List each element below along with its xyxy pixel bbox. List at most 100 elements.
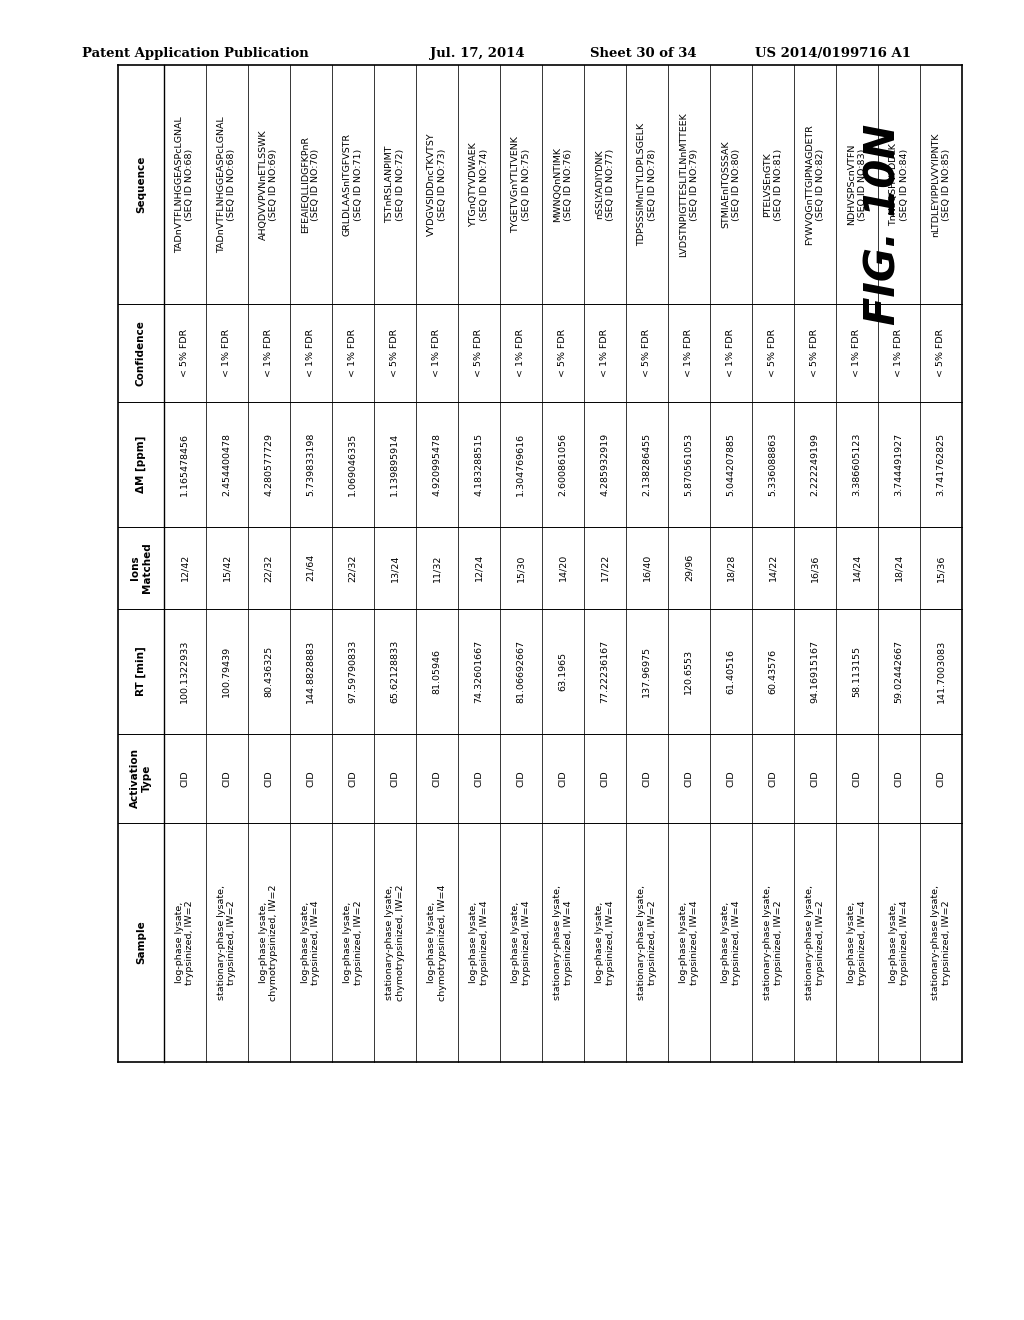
Text: 15/30: 15/30 <box>516 554 525 582</box>
Text: log-phase lysate,
trypsinized, IW=2: log-phase lysate, trypsinized, IW=2 <box>343 900 362 985</box>
Text: YTGnQTYVDWAEK
(SEQ ID NO:74): YTGnQTYVDWAEK (SEQ ID NO:74) <box>469 143 488 227</box>
Text: log-phase lysate,
trypsinized, IW=4: log-phase lysate, trypsinized, IW=4 <box>469 900 488 985</box>
Text: < 1% FDR: < 1% FDR <box>852 329 861 378</box>
Text: 14/22: 14/22 <box>768 554 777 582</box>
Text: 4.285932919: 4.285932919 <box>600 433 609 496</box>
Text: 120.6553: 120.6553 <box>684 648 693 694</box>
Text: 3.744491927: 3.744491927 <box>894 433 903 496</box>
Text: GRLDLAASnITGFVSTR
(SEQ ID NO:71): GRLDLAASnITGFVSTR (SEQ ID NO:71) <box>343 133 362 236</box>
Text: PTELVSEnGTK
(SEQ ID NO:81): PTELVSEnGTK (SEQ ID NO:81) <box>763 148 782 220</box>
Text: 3.386605123: 3.386605123 <box>852 433 861 496</box>
Text: CID: CID <box>306 770 315 787</box>
Text: 5.739833198: 5.739833198 <box>306 433 315 496</box>
Text: 58.113155: 58.113155 <box>852 645 861 697</box>
Text: 2.222249199: 2.222249199 <box>810 433 819 496</box>
Text: CID: CID <box>264 770 273 787</box>
Text: Confidence: Confidence <box>136 321 145 385</box>
Text: < 1% FDR: < 1% FDR <box>684 329 693 378</box>
Text: CID: CID <box>768 770 777 787</box>
Text: < 5% FDR: < 5% FDR <box>768 329 777 378</box>
Text: < 5% FDR: < 5% FDR <box>180 329 189 378</box>
Text: log-phase lysate,
trypsinized, IW=4: log-phase lysate, trypsinized, IW=4 <box>301 900 321 985</box>
Text: Patent Application Publication: Patent Application Publication <box>82 46 309 59</box>
Text: 100.79439: 100.79439 <box>222 645 231 697</box>
Text: CID: CID <box>474 770 483 787</box>
Text: 81.06692667: 81.06692667 <box>516 640 525 702</box>
Text: 12/24: 12/24 <box>474 554 483 582</box>
Text: Activation
Type: Activation Type <box>130 748 152 808</box>
Text: CID: CID <box>348 770 357 787</box>
Text: log-phase lysate,
trypsinized, IW=4: log-phase lysate, trypsinized, IW=4 <box>511 900 530 985</box>
Text: NDHVSPScnVTFN
(SEQ ID NO:83): NDHVSPScnVTFN (SEQ ID NO:83) <box>847 144 866 226</box>
Text: CID: CID <box>894 770 903 787</box>
Text: 11/32: 11/32 <box>432 554 441 582</box>
Text: stationary-phase lysate,
trypsinized, IW=2: stationary-phase lysate, trypsinized, IW… <box>931 884 951 1001</box>
Text: 18/24: 18/24 <box>894 554 903 582</box>
Text: AHQDVVPVNnETLSSWK
(SEQ ID NO:69): AHQDVVPVNnETLSSWK (SEQ ID NO:69) <box>259 129 279 240</box>
Text: nLTDLEYIPPLVVYIPNTK
(SEQ ID NO:85): nLTDLEYIPPLVVYIPNTK (SEQ ID NO:85) <box>931 132 951 236</box>
Text: 15/36: 15/36 <box>937 554 945 582</box>
Text: 22/32: 22/32 <box>264 554 273 582</box>
Text: US 2014/0199716 A1: US 2014/0199716 A1 <box>755 46 911 59</box>
Text: 74.32601667: 74.32601667 <box>474 640 483 702</box>
Text: TADnVTFLNHGGEASPcLGNAL
(SEQ ID NO:68): TADnVTFLNHGGEASPcLGNAL (SEQ ID NO:68) <box>175 116 195 253</box>
Text: < 1% FDR: < 1% FDR <box>726 329 735 378</box>
Text: log-phase lysate,
chymotrypsinized, IW=4: log-phase lysate, chymotrypsinized, IW=4 <box>427 884 446 1001</box>
Text: FYWVQGnTTGIPNAGDETR
(SEQ ID NO:82): FYWVQGnTTGIPNAGDETR (SEQ ID NO:82) <box>805 124 824 246</box>
Text: stationary-phase lysate,
trypsinized, IW=2: stationary-phase lysate, trypsinized, IW… <box>763 884 782 1001</box>
Text: 22/32: 22/32 <box>348 554 357 582</box>
Text: 17/22: 17/22 <box>600 554 609 582</box>
Text: 137.96975: 137.96975 <box>642 645 651 697</box>
Text: Ions
Matched: Ions Matched <box>130 543 152 593</box>
Text: 2.138286455: 2.138286455 <box>642 433 651 496</box>
Text: 5.336088863: 5.336088863 <box>768 433 777 496</box>
Text: 1.069046335: 1.069046335 <box>348 433 357 496</box>
Text: CID: CID <box>558 770 567 787</box>
Text: 21/64: 21/64 <box>306 554 315 582</box>
Text: Sheet 30 of 34: Sheet 30 of 34 <box>590 46 696 59</box>
Text: 1.139895914: 1.139895914 <box>390 433 399 496</box>
Text: 4.183288515: 4.183288515 <box>474 433 483 496</box>
Text: RT [min]: RT [min] <box>135 647 145 696</box>
Text: < 1% FDR: < 1% FDR <box>222 329 231 378</box>
Text: CID: CID <box>642 770 651 787</box>
Text: 3.741762825: 3.741762825 <box>937 433 945 496</box>
Text: 5.044207885: 5.044207885 <box>726 433 735 496</box>
Text: LVDSTNPIGTTESLITLNnMTTEEK
(SEQ ID NO:79): LVDSTNPIGTTESLITLNnMTTEEK (SEQ ID NO:79) <box>679 112 698 257</box>
Text: < 1% FDR: < 1% FDR <box>306 329 315 378</box>
Text: < 5% FDR: < 5% FDR <box>558 329 567 378</box>
Text: 77.22236167: 77.22236167 <box>600 640 609 702</box>
Text: < 1% FDR: < 1% FDR <box>432 329 441 378</box>
Text: 29/96: 29/96 <box>684 554 693 582</box>
Text: Sample: Sample <box>136 920 145 965</box>
Text: stationary-phase lysate,
trypsinized, IW=2: stationary-phase lysate, trypsinized, IW… <box>637 884 656 1001</box>
Text: < 1% FDR: < 1% FDR <box>264 329 273 378</box>
Text: 1.304769616: 1.304769616 <box>516 433 525 496</box>
Text: 1.165478456: 1.165478456 <box>180 433 189 496</box>
Text: TDPSSSIMnLTYLDPLSGELK
(SEQ ID NO:78): TDPSSSIMnLTYLDPLSGELK (SEQ ID NO:78) <box>637 123 656 246</box>
Text: 2.600861056: 2.600861056 <box>558 433 567 496</box>
Text: 80.436325: 80.436325 <box>264 645 273 697</box>
Text: 141.7003083: 141.7003083 <box>937 639 945 702</box>
Text: log-phase lysate,
trypsinized, IW=2: log-phase lysate, trypsinized, IW=2 <box>175 900 195 985</box>
Text: stationary-phase lysate,
chymotrypsinized, IW=2: stationary-phase lysate, chymotrypsinize… <box>385 884 404 1001</box>
Text: < 5% FDR: < 5% FDR <box>474 329 483 378</box>
Text: 81.05946: 81.05946 <box>432 648 441 693</box>
Text: 13/24: 13/24 <box>390 554 399 582</box>
Text: < 5% FDR: < 5% FDR <box>642 329 651 378</box>
Text: Sequence: Sequence <box>136 156 145 214</box>
Text: CID: CID <box>937 770 945 787</box>
Text: 60.43576: 60.43576 <box>768 648 777 694</box>
Text: STMIAEnITQSSSAK
(SEQ ID NO:80): STMIAEnITQSSSAK (SEQ ID NO:80) <box>721 141 740 228</box>
Text: 15/42: 15/42 <box>222 554 231 582</box>
Text: 100.1322933: 100.1322933 <box>180 639 189 702</box>
Text: < 5% FDR: < 5% FDR <box>810 329 819 378</box>
Text: FIG. 10N: FIG. 10N <box>862 124 905 325</box>
Text: TADnVTFLNHGGEASPcLGNAL
(SEQ ID NO:68): TADnVTFLNHGGEASPcLGNAL (SEQ ID NO:68) <box>217 116 237 253</box>
Text: 61.40516: 61.40516 <box>726 648 735 693</box>
Text: 59.02442667: 59.02442667 <box>894 640 903 702</box>
Text: CID: CID <box>180 770 189 787</box>
Text: < 1% FDR: < 1% FDR <box>516 329 525 378</box>
Text: TSTnRSLANPIMT
(SEQ ID NO:72): TSTnRSLANPIMT (SEQ ID NO:72) <box>385 145 404 223</box>
Text: CID: CID <box>852 770 861 787</box>
